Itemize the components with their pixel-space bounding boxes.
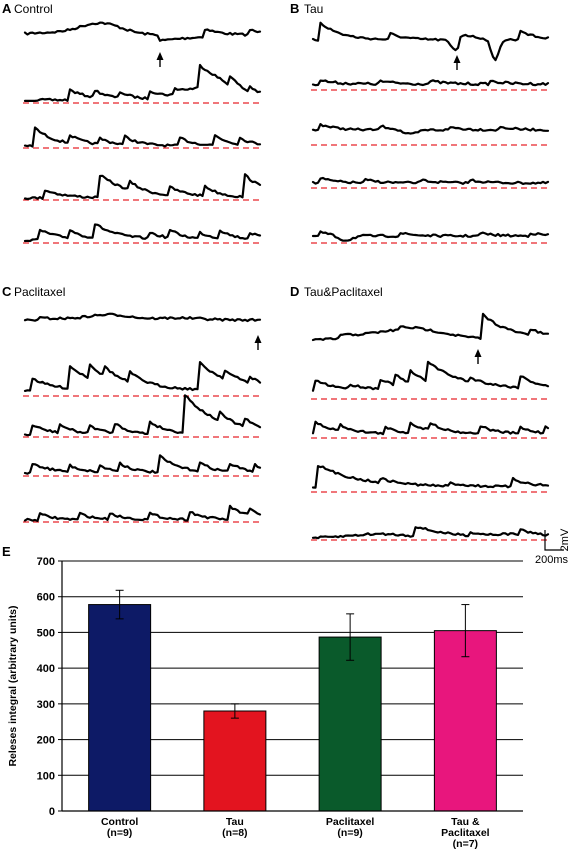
category-label: (n=8) <box>222 827 247 839</box>
voltage-trace-19 <box>311 526 550 540</box>
category-label: (n=7) <box>453 838 478 850</box>
arrow-icon <box>156 52 164 67</box>
arrow-icon <box>474 349 482 364</box>
voltage-trace-9 <box>311 230 550 242</box>
panel-e-letter: E <box>2 544 11 559</box>
category-label: Paclitaxel <box>326 816 375 828</box>
voltage-trace-16 <box>311 360 550 392</box>
voltage-traces <box>23 21 550 541</box>
voltage-trace-14 <box>23 504 262 522</box>
voltage-trace-6 <box>311 79 550 87</box>
scale-bar-time: 200ms <box>535 554 569 566</box>
category-label: Paclitaxel <box>441 827 490 839</box>
voltage-trace-11 <box>23 361 262 392</box>
y-tick-label: 200 <box>37 735 55 747</box>
voltage-trace-0 <box>23 21 262 42</box>
voltage-trace-5 <box>311 21 550 62</box>
category-label: (n=9) <box>337 827 362 839</box>
voltage-trace-13 <box>23 454 262 475</box>
y-tick-label: 500 <box>37 627 55 639</box>
panel-d-title: Tau&Paclitaxel <box>304 285 383 299</box>
y-tick-label: 400 <box>37 663 55 675</box>
panel-a-letter: A <box>2 1 12 16</box>
y-tick-label: 0 <box>49 806 55 818</box>
scale-bar-voltage: 2mV <box>559 528 571 551</box>
panel-a-title: Control <box>14 2 53 16</box>
voltage-trace-17 <box>311 420 550 436</box>
scale-bar: 2mV 200ms <box>535 528 571 566</box>
y-tick-label: 600 <box>37 592 55 604</box>
category-label: Tau & <box>451 816 480 828</box>
arrow-icon <box>453 55 461 70</box>
y-tick-label: 300 <box>37 699 55 711</box>
bar <box>433 630 497 812</box>
voltage-trace-3 <box>23 173 262 201</box>
voltage-trace-8 <box>311 176 550 185</box>
arrow-icon <box>254 335 262 350</box>
voltage-trace-10 <box>23 312 262 323</box>
voltage-trace-1 <box>23 63 262 102</box>
voltage-trace-2 <box>23 126 262 148</box>
panel-c-title: Paclitaxel <box>14 285 65 299</box>
y-axis-title: Releses integral (arbitrary units) <box>7 605 19 766</box>
y-tick-label: 100 <box>37 770 55 782</box>
voltage-trace-4 <box>23 223 262 243</box>
voltage-trace-7 <box>311 123 550 135</box>
panel-b-title: Tau <box>304 2 323 16</box>
panel-b-letter: B <box>290 1 299 16</box>
voltage-trace-12 <box>23 394 262 437</box>
y-tick-label: 700 <box>37 556 55 568</box>
panel-d-letter: D <box>290 284 299 299</box>
bar <box>203 710 267 812</box>
voltage-trace-18 <box>311 465 550 489</box>
category-label: Control <box>101 816 138 828</box>
panel-c-letter: C <box>2 284 12 299</box>
bar <box>318 636 382 812</box>
bar <box>88 604 152 812</box>
category-label: Tau <box>226 816 244 828</box>
category-label: (n=9) <box>107 827 132 839</box>
bar-chart: 0 100 200 300 400 500 600 700 Releses integral (… <box>7 556 523 850</box>
voltage-trace-15 <box>311 312 550 342</box>
